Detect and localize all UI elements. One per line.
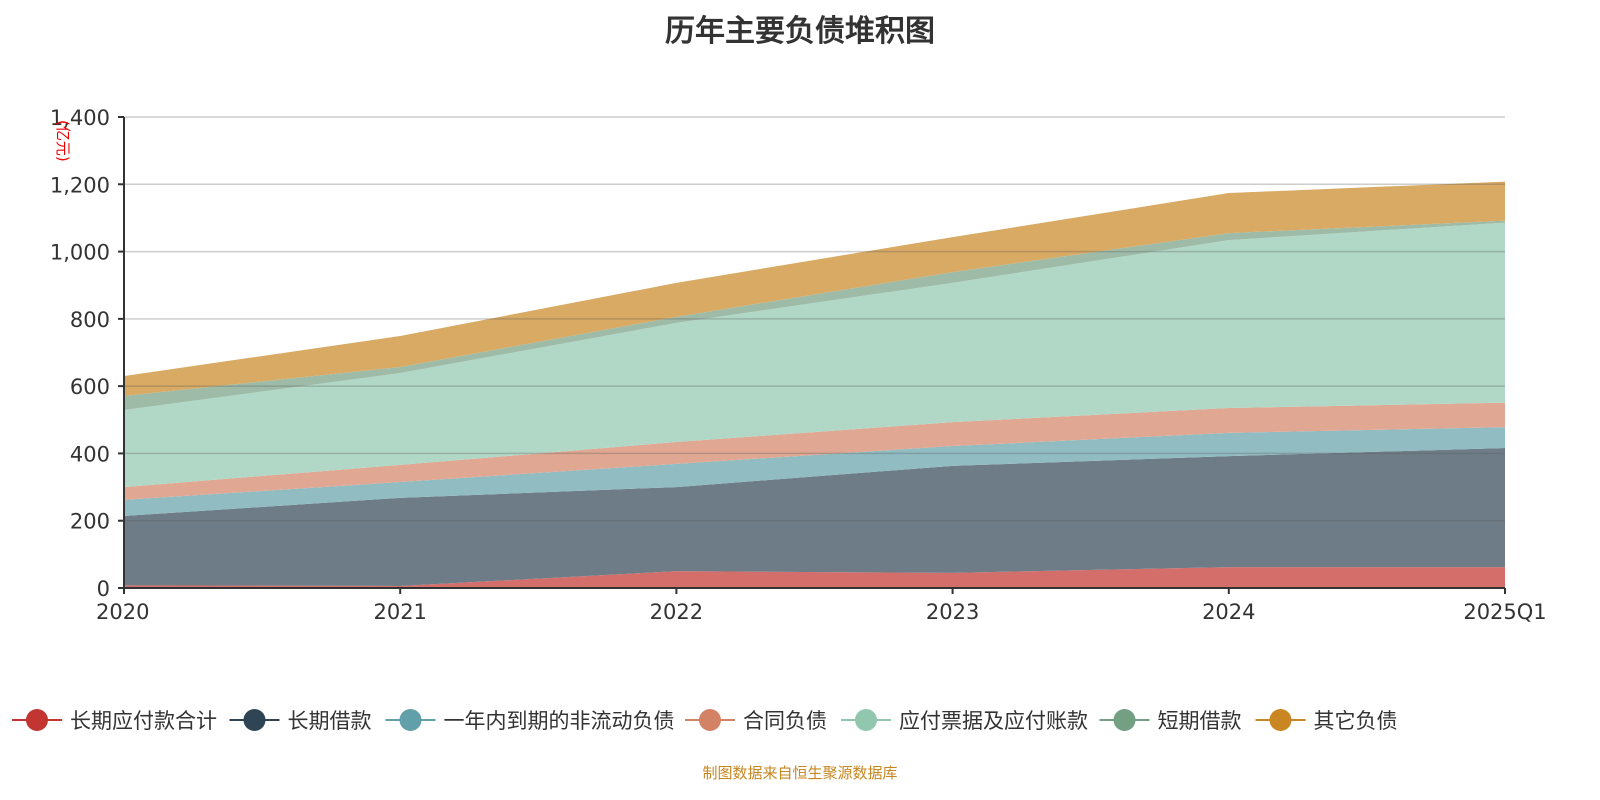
area-series-0	[124, 567, 1505, 588]
legend-marker	[1113, 709, 1136, 731]
y-tick-label: 600	[70, 375, 110, 399]
legend-label[interactable]: 长期应付款合计	[70, 709, 217, 733]
legend-label[interactable]: 合同负债	[743, 709, 827, 733]
legend-marker	[243, 709, 266, 731]
legend-label[interactable]: 短期借款	[1158, 709, 1242, 733]
legend-label[interactable]: 一年内到期的非流动负债	[444, 709, 675, 733]
y-tick-label: 800	[70, 308, 110, 332]
area-series-5	[124, 220, 1505, 411]
area-series-6	[124, 181, 1505, 396]
x-tick-label: 2020	[96, 600, 149, 624]
x-tick-label: 2022	[650, 600, 703, 624]
legend-marker	[699, 709, 721, 731]
legend-marker	[1269, 709, 1292, 731]
y-tick-label: 200	[70, 510, 110, 534]
legend-marker	[399, 709, 422, 731]
source-note: 制图数据来自恒生聚源数据库	[702, 764, 898, 782]
legend-label[interactable]: 其它负债	[1314, 709, 1398, 733]
x-tick-label: 2023	[926, 600, 979, 624]
legend-marker	[26, 709, 48, 731]
y-axis-label: (亿元)	[54, 120, 72, 162]
area-series-1	[124, 448, 1505, 586]
area-series-2	[124, 427, 1505, 517]
y-tick-label: 1,400	[50, 106, 110, 130]
x-tick-label: 2025Q1	[1463, 600, 1546, 624]
y-tick-label: 1,000	[50, 241, 110, 265]
legend-label[interactable]: 应付票据及应付账款	[899, 709, 1088, 733]
x-tick-label: 2024	[1202, 600, 1255, 624]
area-series-3	[124, 402, 1505, 500]
legend-label[interactable]: 长期借款	[288, 709, 372, 733]
x-tick-label: 2021	[373, 600, 426, 624]
legend-marker	[855, 709, 877, 731]
chart-title: 历年主要负债堆积图	[665, 14, 935, 49]
y-tick-label: 1,200	[50, 173, 110, 197]
y-tick-label: 0	[97, 577, 110, 601]
y-tick-label: 400	[70, 442, 110, 466]
area-series-4	[124, 222, 1505, 488]
